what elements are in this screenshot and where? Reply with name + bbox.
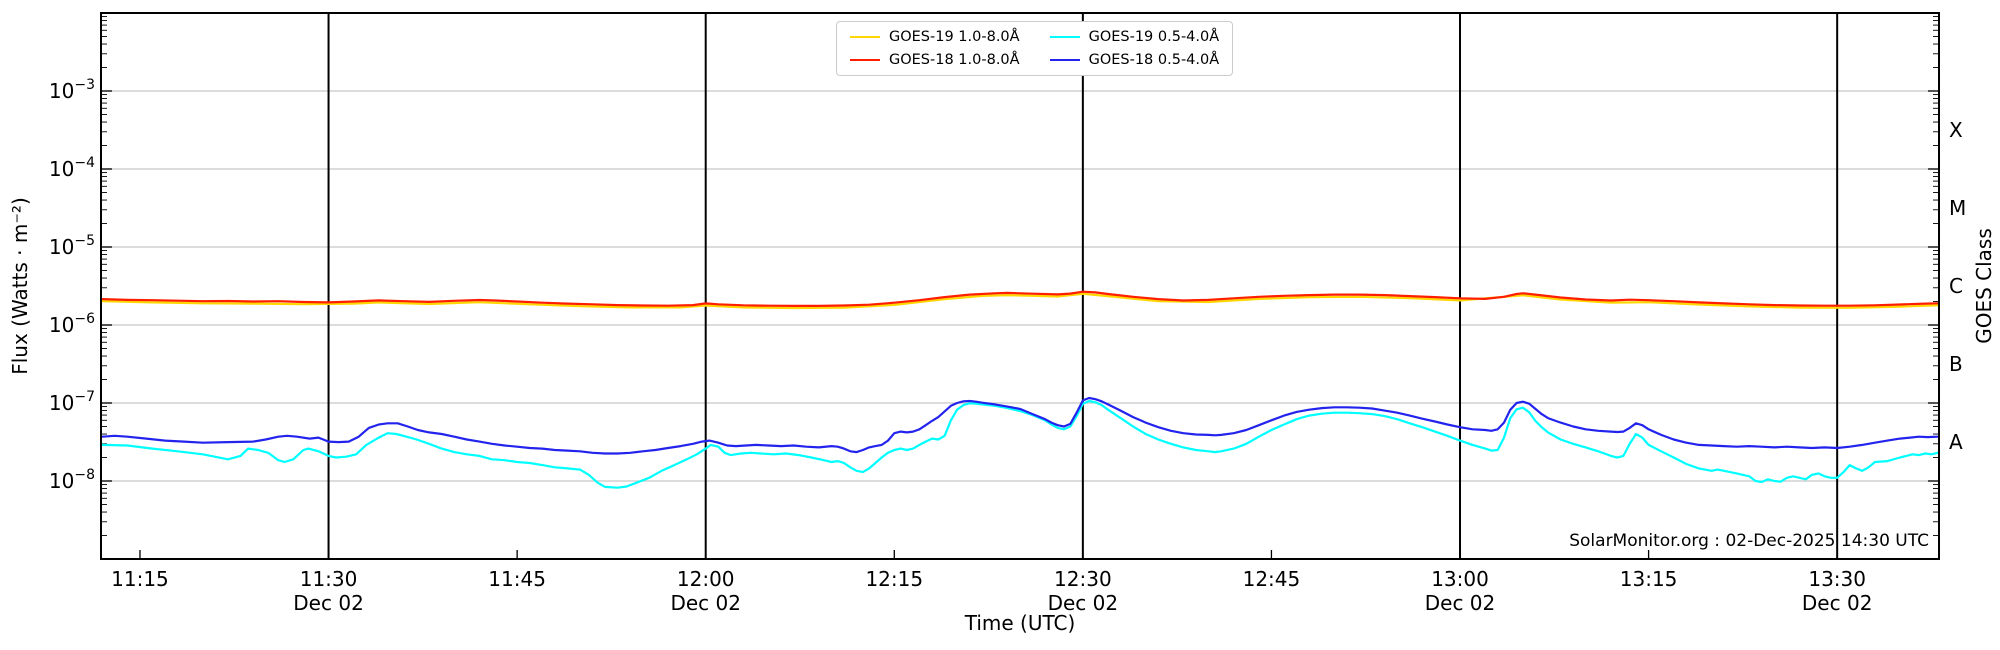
legend-line-swatch-yellow — [850, 36, 880, 38]
x-tick-label: 12:30 — [1054, 567, 1112, 591]
goes-class-letter: A — [1949, 430, 1963, 454]
legend-label: GOES-19 1.0-8.0Å — [889, 29, 1020, 45]
y-axis-label-right: GOES Class — [1972, 228, 1996, 344]
x-tick-label: 12:45 — [1243, 567, 1301, 591]
x-tick-sublabel: Dec 02 — [1802, 591, 1873, 615]
x-tick-label: 13:15 — [1620, 567, 1678, 591]
series-line — [101, 292, 1939, 310]
goes-class-letter: X — [1949, 118, 1963, 142]
legend-item-goes18-short: GOES-18 0.5-4.0Å — [1049, 50, 1220, 70]
legend-label: GOES-19 0.5-4.0Å — [1088, 29, 1220, 45]
legend-item-goes18-long: GOES-18 1.0-8.0Å — [850, 50, 1020, 70]
x-tick-label: 13:30 — [1808, 567, 1866, 591]
goes-class-letter: M — [1949, 196, 1966, 220]
x-axis-label: Time (UTC) — [964, 611, 1076, 635]
x-tick-sublabel: Dec 02 — [1425, 591, 1496, 615]
y-tick-label: 10−3 — [49, 77, 95, 103]
legend-label: GOES-18 1.0-8.0Å — [889, 52, 1020, 68]
x-tick-sublabel: Dec 02 — [670, 591, 741, 615]
legend-label: GOES-18 0.5-4.0Å — [1088, 52, 1220, 68]
legend-line-swatch-blue — [1049, 59, 1080, 61]
legend-line-swatch-cyan — [1049, 36, 1080, 38]
x-tick-label: 11:30 — [300, 567, 358, 591]
goes-class-letter: C — [1949, 274, 1963, 298]
y-tick-label: 10−6 — [49, 311, 95, 337]
legend-line-swatch-red — [850, 59, 880, 61]
x-tick-label: 11:15 — [111, 567, 169, 591]
y-axis-label-left: Flux (Watts · m⁻²) — [8, 197, 32, 375]
x-tick-label: 11:45 — [488, 567, 546, 591]
series-line — [101, 290, 1939, 307]
legend-item-goes19-long: GOES-19 1.0-8.0Å — [850, 27, 1020, 47]
legend-item-goes19-short: GOES-19 0.5-4.0Å — [1049, 27, 1220, 47]
x-tick-label: 13:00 — [1431, 567, 1489, 591]
y-tick-label: 10−8 — [49, 467, 95, 493]
x-tick-label: 12:00 — [677, 567, 735, 591]
y-tick-label: 10−4 — [49, 155, 95, 181]
x-tick-sublabel: Dec 02 — [293, 591, 364, 615]
y-tick-label: 10−5 — [49, 233, 95, 259]
y-tick-label: 10−7 — [49, 389, 95, 415]
goes-class-letter: B — [1949, 352, 1963, 376]
series-line — [101, 399, 1939, 489]
series-line — [101, 396, 1939, 455]
x-tick-sublabel: Dec 02 — [1048, 591, 1119, 615]
source-annotation: SolarMonitor.org : 02-Dec-2025 14:30 UTC — [1569, 531, 1929, 551]
x-tick-label: 12:15 — [865, 567, 923, 591]
plot-frame — [100, 12, 1940, 560]
legend: GOES-19 1.0-8.0Å GOES-18 1.0-8.0Å GOES-1… — [836, 21, 1234, 76]
